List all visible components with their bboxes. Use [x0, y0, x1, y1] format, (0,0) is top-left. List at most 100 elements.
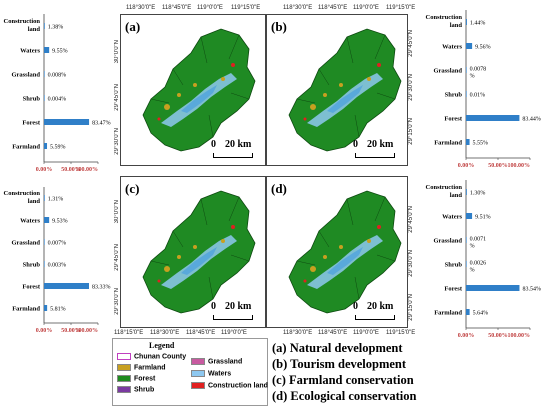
chart-b-value-label: 0.01%	[470, 93, 486, 99]
chart-d-bar	[466, 285, 520, 291]
chart-d-bar	[466, 213, 473, 219]
chart-a-tick-label: 0.00%	[36, 167, 53, 173]
chart-a-value-label: 83.47%	[92, 121, 111, 127]
map-panel-d: (d) 0 20 km	[266, 176, 408, 328]
coord-bottom-6: 118°45'0"E	[318, 330, 348, 336]
chart-a-category-label: Farmland	[12, 144, 40, 151]
chart-b-bar	[466, 19, 467, 25]
legend-label-farmland: Farmland	[134, 364, 166, 372]
chart-a-category-label: Shrub	[23, 96, 41, 103]
map-c-label: (c)	[125, 181, 140, 196]
coord-bottom-5: 118°30'0"E	[283, 330, 313, 336]
scale-bar-a	[213, 153, 253, 158]
chart-c-category-label: Farmland	[12, 306, 40, 313]
chart-b-category-label: Construction	[426, 14, 463, 21]
legend-label-construction: Construction land	[208, 382, 268, 390]
chart-b-bar	[466, 67, 467, 73]
scale-zero-a: 0	[211, 139, 216, 150]
legend-label-forest: Forest	[134, 375, 156, 383]
chart-d-value-label: 9.51%	[475, 215, 491, 221]
coord-top-3: 119°0'0"E	[197, 5, 223, 11]
lat-right-3: 29°15'0"N	[408, 118, 414, 145]
legend-item-waters: Waters	[191, 370, 231, 377]
scale-bar-c	[213, 315, 253, 320]
chart-b-category-label: land	[450, 22, 463, 29]
legend: Legend Chunan County Farmland Forest Shr…	[112, 338, 268, 406]
chart-b-tick-label: 0.00%	[458, 163, 475, 169]
chart-d-value-label: 5.64%	[473, 311, 489, 317]
chart-d-value-label: %	[470, 244, 475, 250]
chart-a-value-label: 0.004%	[48, 97, 67, 103]
map-b-label: (b)	[271, 19, 287, 34]
scale-zero-c: 0	[211, 301, 216, 312]
chart-a-tick-label: 50.00%	[61, 167, 81, 173]
chart-d-bar	[466, 189, 467, 195]
chart-b-value-label: %	[470, 74, 475, 80]
chart-a-tick-label: 100.00%	[76, 167, 99, 173]
chart-d-bar	[466, 237, 467, 243]
chart-c-tick-label: 0.00%	[36, 328, 53, 334]
legend-label-chunan: Chunan County	[134, 353, 187, 361]
legend-item-forest: Forest	[117, 375, 155, 382]
chart-d-value-label: 0.0071	[470, 237, 487, 243]
scale-zero-d: 0	[353, 301, 358, 312]
chart-b-tick-label: 100.00%	[508, 163, 531, 169]
chart-a-value-label: 9.55%	[52, 49, 67, 55]
scale-dist-d: 20 km	[367, 301, 394, 312]
chart-d-tick-label: 100.00%	[508, 333, 531, 339]
chart-a-category-label: Grassland	[11, 72, 40, 79]
chart-a-value-label: 0.008%	[48, 73, 67, 79]
chart-b-category-label: Farmland	[434, 140, 462, 147]
coord-top-4: 119°15'0"E	[231, 5, 261, 11]
legend-label-shrub: Shrub	[134, 386, 155, 394]
chart-c-bar	[44, 239, 45, 245]
chart-c-value-label: 1.31%	[48, 197, 64, 203]
scenario-c: (c) Farmland conservation	[272, 373, 414, 387]
scale-bar-d	[355, 315, 395, 320]
legend-swatch-shrub	[117, 386, 131, 393]
chart-d-tick-label: 50.00%	[488, 333, 508, 339]
chart-d-category-label: Forest	[444, 286, 462, 293]
chart-a: Construction land 1.38% Waters 9.55% Grasslan…	[0, 10, 112, 178]
chart-b-value-label: 1.44%	[470, 21, 486, 27]
legend-swatch-farmland	[117, 364, 131, 371]
coord-bottom-3: 118°45'0"E	[186, 330, 216, 336]
legend-item-chunan: Chunan County	[117, 353, 186, 360]
chart-c-bar	[44, 305, 48, 311]
legend-swatch-forest	[117, 375, 131, 382]
chart-b-value-label: 0.0078	[470, 67, 487, 73]
chart-a-category-label: Construction	[4, 18, 41, 25]
chart-b: Construction land 1.44% Waters 9.56% Grasslan…	[420, 6, 550, 176]
lat-right-6: 29°15'0"N	[408, 294, 414, 321]
lat-right-2: 29°30'0"N	[408, 74, 414, 101]
chart-a-bar	[44, 47, 50, 53]
chart-a-bar	[44, 23, 45, 29]
coord-bottom-2: 118°30'0"E	[150, 330, 180, 336]
chart-b-value-label: 5.55%	[473, 141, 489, 147]
chart-d-category-label: Waters	[442, 214, 462, 221]
coord-top-2: 118°45'0"E	[162, 5, 192, 11]
chart-d-bar	[466, 309, 470, 315]
map-d-label: (d)	[271, 181, 287, 196]
coord-bottom-8: 119°15'0"E	[386, 330, 416, 336]
chart-c-category-label: Forest	[22, 284, 40, 291]
chart-b-category-label: Waters	[442, 44, 462, 51]
chart-c-bar	[44, 283, 89, 289]
chart-b-bar	[466, 139, 470, 145]
chart-b-bar	[466, 115, 520, 121]
legend-item-shrub: Shrub	[117, 386, 154, 393]
chart-a-bar	[44, 95, 45, 101]
chart-a-value-label: 5.59%	[50, 145, 66, 151]
coord-top-1: 118°30'0"E	[126, 5, 156, 11]
legend-swatch-waters	[191, 370, 205, 377]
scale-dist-a: 20 km	[225, 139, 252, 150]
scale-bar-b	[355, 153, 395, 158]
scale-dist-c: 20 km	[225, 301, 252, 312]
chart-d-category-label: land	[450, 192, 463, 199]
chart-c-value-label: 0.003%	[48, 263, 67, 269]
chart-b-bar	[466, 43, 473, 49]
chart-c-bar	[44, 217, 50, 223]
coord-top-6: 118°45'0"E	[318, 5, 348, 11]
